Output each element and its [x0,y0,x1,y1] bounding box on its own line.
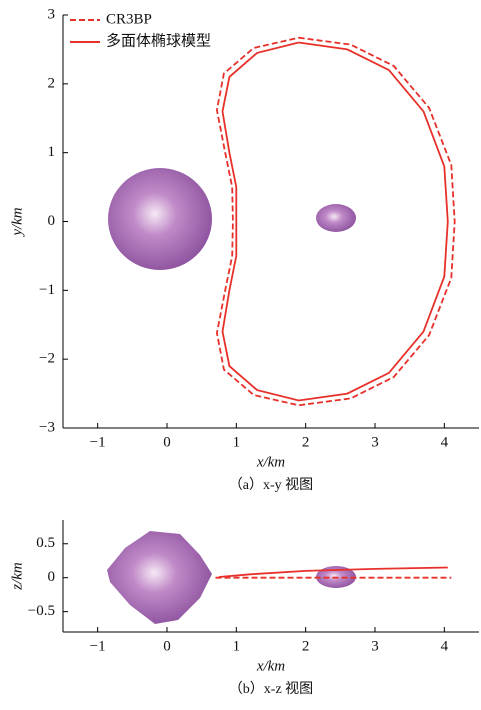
x-tick-label: 4 [441,434,449,450]
x-tick-label: 2 [302,638,310,654]
y-tick-label: 3 [48,6,56,22]
y-axis-label: y/km [9,207,25,237]
y-tick-label: −2 [39,351,55,367]
secondary-asteroid [316,204,356,232]
y-tick-label: 1 [48,144,56,160]
x-tick-label: 1 [233,638,241,654]
y-tick-label: 0.5 [36,535,55,551]
legend-label: CR3BP [106,11,152,27]
y-tick-label: −3 [39,419,55,435]
orbit-line [215,36,456,407]
x-tick-label: 0 [163,434,171,450]
x-tick-label: 3 [371,638,379,654]
y-tick-label: −1 [39,282,55,298]
x-tick-label: −1 [90,638,106,654]
x-tick-label: 0 [163,638,171,654]
orbit-line [218,566,448,578]
legend-label: 多面体椭球模型 [106,32,211,49]
caption: （a）x-y 视图 [229,477,313,493]
y-tick-label: 2 [48,75,56,91]
y-tick-label: 0 [48,213,56,229]
primary-asteroid-side [107,531,212,624]
x-axis-label: x/km [256,658,285,674]
x-tick-label: 4 [441,638,449,654]
x-tick-label: −1 [90,434,106,450]
orbit-line [221,41,449,402]
x-tick-label: 1 [233,434,241,450]
x-tick-label: 2 [302,434,310,450]
primary-asteroid [108,168,212,270]
y-tick-label: −0.5 [28,603,55,619]
x-tick-label: 3 [371,434,379,450]
caption: （b）x-z 视图 [229,681,313,697]
x-axis-label: x/km [256,454,285,470]
y-tick-label: 0 [48,569,56,585]
y-axis-label: z/km [9,562,25,591]
